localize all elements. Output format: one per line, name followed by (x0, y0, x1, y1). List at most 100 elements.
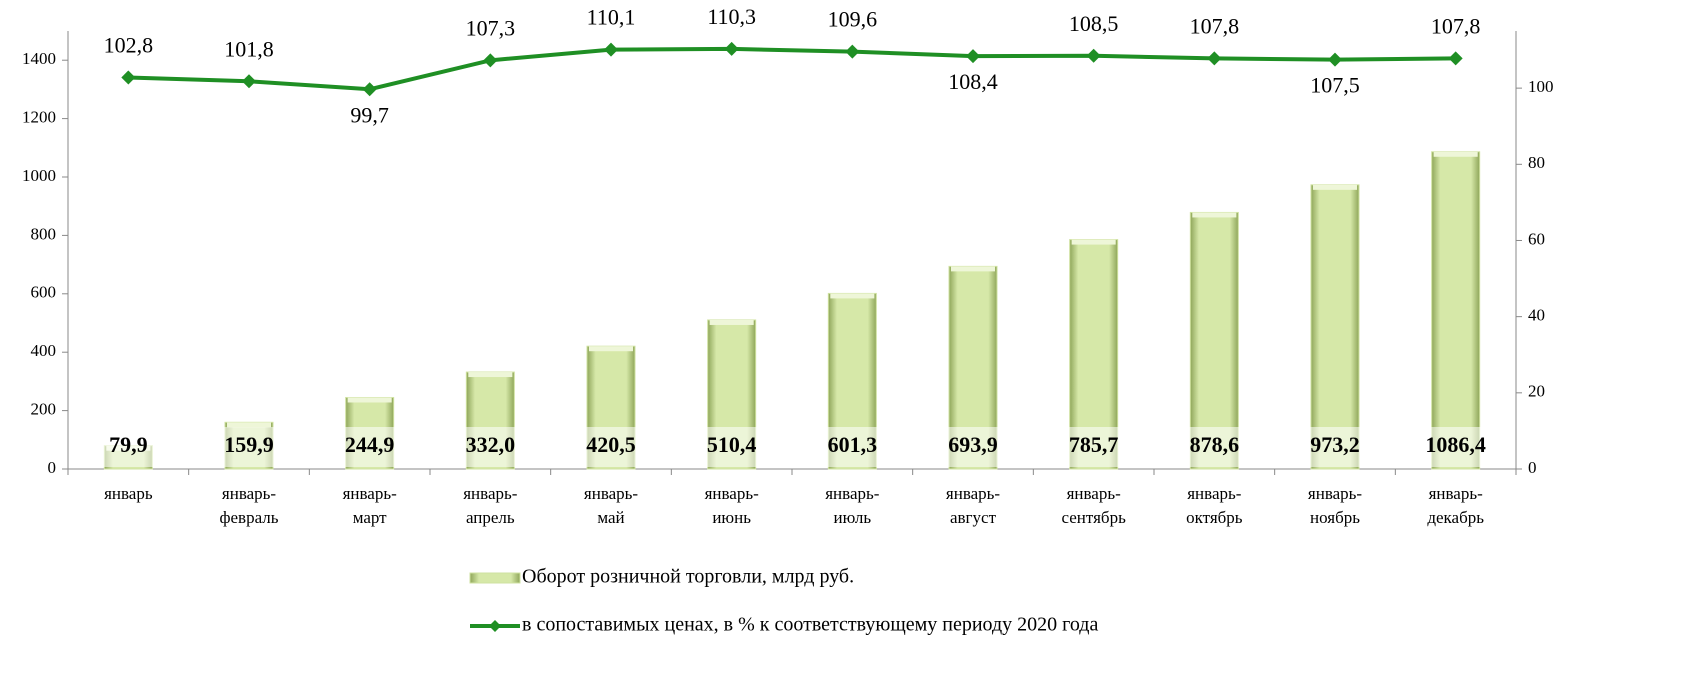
line-label: 108,5 (1069, 11, 1119, 36)
data-label: 420,5 (586, 432, 636, 457)
x-tick-label: январь-сентябрь (1062, 484, 1127, 527)
bar (1431, 151, 1481, 470)
x-tick-label: январь-июль (825, 484, 880, 527)
marker (1086, 48, 1101, 63)
y2-tick-label: 0 (1528, 458, 1537, 477)
x-tick-label-line: январь- (463, 484, 518, 503)
data-label-bg (450, 427, 531, 467)
data-label: 159,9 (224, 432, 274, 457)
data-label-bg (933, 427, 1013, 467)
legend-swatch (469, 572, 521, 584)
data-label-bg (1053, 427, 1134, 467)
marker (1328, 52, 1342, 67)
y-tick-label: 600 (31, 283, 57, 302)
data-label-bg (329, 427, 410, 467)
x-tick-label: январь-декабрь (1427, 484, 1484, 527)
x-tick-label: январь-апрель (463, 484, 518, 527)
line-label: 108,4 (948, 69, 998, 94)
line-label: 107,8 (1431, 13, 1481, 38)
x-tick-label: январь-май (584, 484, 639, 527)
data-label: 785,7 (1069, 432, 1119, 457)
y-tick-label: 0 (48, 458, 57, 477)
x-tick-label-line: август (950, 508, 997, 527)
x-tick-label-line: январь- (222, 484, 277, 503)
marker (604, 42, 618, 57)
data-label-bg (1174, 427, 1255, 467)
marker (845, 44, 860, 59)
x-tick-label-line: март (353, 508, 387, 527)
data-label-bg (571, 427, 651, 467)
x-tick-label-line: январь- (343, 484, 398, 503)
x-tick-label-line: сентябрь (1062, 508, 1127, 527)
bar-top (1192, 212, 1237, 218)
line-label: 99,7 (350, 102, 389, 127)
x-tick-label-line: январь- (1187, 484, 1242, 503)
line-label: 109,6 (828, 7, 878, 32)
x-tick-label: январь-март (343, 484, 398, 527)
x-tick-label-line: январь- (825, 484, 880, 503)
x-tick-label-line: ноябрь (1310, 508, 1360, 527)
y-tick-label: 800 (31, 224, 57, 243)
line-label: 110,3 (707, 4, 756, 29)
y2-tick-label: 100 (1528, 77, 1554, 96)
line-label: 107,3 (466, 15, 516, 40)
bar-top (227, 422, 271, 428)
legend-marker (489, 620, 501, 632)
y2-tick-label: 20 (1528, 382, 1545, 401)
marker (483, 53, 498, 68)
data-label-bg (691, 427, 772, 467)
marker (242, 74, 256, 89)
data-label-bg (812, 427, 893, 467)
x-tick-label-line: апрель (466, 508, 515, 527)
x-tick-label-line: декабрь (1427, 508, 1484, 527)
data-label-bg (209, 427, 289, 467)
x-tick-label: январь-февраль (219, 484, 278, 527)
x-tick-label: январь-июнь (705, 484, 760, 527)
bar (1310, 184, 1360, 470)
x-tick-label-line: январь- (1308, 484, 1363, 503)
x-tick-label: январь-ноябрь (1308, 484, 1363, 527)
marker (966, 49, 980, 64)
x-tick-label: январь (104, 484, 153, 503)
line (128, 46, 1456, 92)
x-tick-label-line: июнь (712, 508, 751, 527)
bar-top (1433, 151, 1478, 157)
x-tick-label-line: январь- (705, 484, 760, 503)
y2-tick-label: 60 (1528, 229, 1545, 248)
y-tick-label: 200 (31, 400, 57, 419)
marker (362, 82, 377, 97)
x-tick-label-line: январь- (946, 484, 1001, 503)
x-tick-label-line: январь- (1067, 484, 1122, 503)
marker (121, 70, 136, 85)
x-tick-label-line: май (597, 508, 624, 527)
bar-top (1071, 239, 1116, 245)
marker (1207, 51, 1222, 66)
x-tick-label-line: январь- (584, 484, 639, 503)
line-label: 107,5 (1310, 73, 1360, 98)
bar-top (468, 372, 513, 378)
bar-top (709, 319, 754, 325)
x-tick-label: январь-октябрь (1186, 484, 1243, 527)
data-label-bg (1415, 427, 1496, 467)
data-label: 878,6 (1190, 432, 1240, 457)
y-tick-label: 1000 (22, 166, 56, 185)
legend-label: Оборот розничной торговли, млрд руб. (522, 566, 854, 588)
data-label: 693,9 (948, 432, 998, 457)
data-label: 332,0 (466, 432, 516, 457)
bar-top (951, 266, 995, 272)
x-tick-label-line: январь- (1429, 484, 1484, 503)
legend-label: в сопоставимых ценах, в % к соответствую… (522, 614, 1098, 636)
line-label: 102,8 (104, 33, 154, 58)
line-label: 110,1 (587, 5, 636, 30)
line-label: 101,8 (224, 36, 274, 61)
bar (1189, 211, 1239, 470)
data-label: 244,9 (345, 432, 395, 457)
y2-tick-label: 80 (1528, 153, 1545, 172)
data-label: 510,4 (707, 432, 757, 457)
y-tick-label: 1400 (22, 49, 56, 68)
x-tick-label-line: февраль (219, 508, 278, 527)
data-label: 79,9 (109, 432, 148, 457)
x-tick-label: январь-август (946, 484, 1001, 527)
bar-top (1313, 184, 1357, 190)
